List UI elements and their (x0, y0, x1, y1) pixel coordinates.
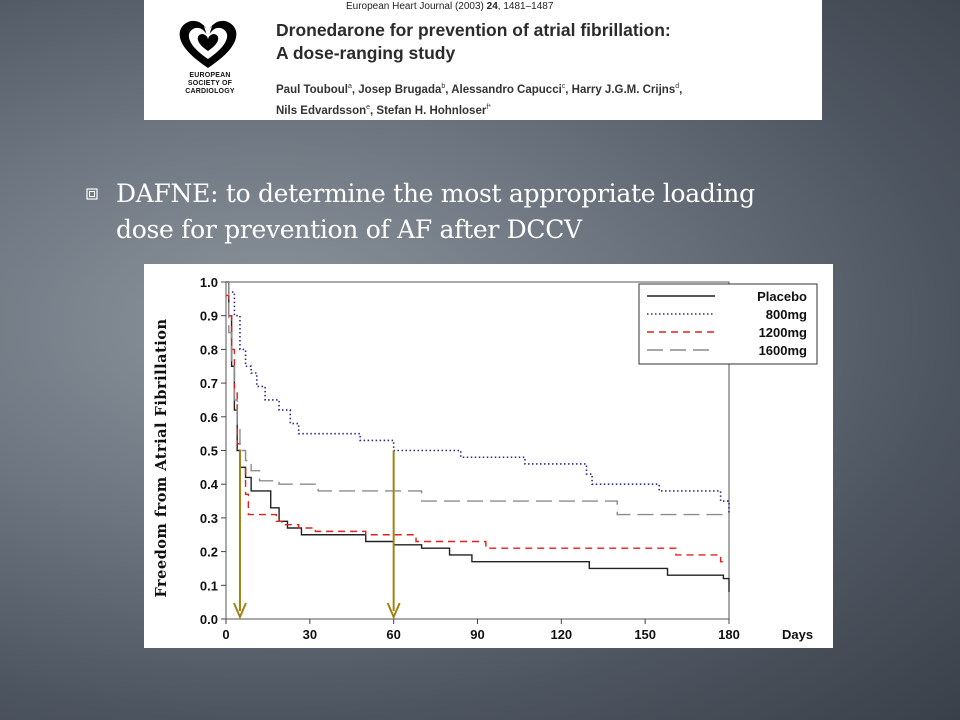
x-tick-label: 60 (386, 627, 400, 642)
author-line-1: Paul Touboula, Josep Brugadab, Alessandr… (276, 78, 816, 99)
chart-canvas: 0.0 0.1 0.2 0.3 0.4 0.5 0.6 0.7 0.8 0.9 1.0 0 30 60 90… (200, 275, 818, 642)
y-tick-label: 1.0 (200, 275, 218, 290)
square-bullet-icon (86, 188, 100, 202)
y-tick-label: 0.7 (200, 376, 218, 391)
author-affiliation-mark: e (366, 103, 371, 111)
x-tick-label: 90 (470, 627, 484, 642)
bullet-text-line1: DAFNE: to determine the most appropriate… (116, 179, 755, 208)
journal-pages: , 1481–1487 (497, 1, 554, 12)
x-tick-label: 120 (550, 627, 572, 642)
author-name: Nils Edvardsson (276, 104, 367, 117)
author-affiliation-mark: b (441, 83, 446, 90)
legend-label-1200mg: 1200mg (759, 325, 807, 340)
y-tick-label: 0.0 (200, 612, 218, 627)
y-tick-label: 0.3 (200, 511, 218, 526)
series-line-800mg (226, 281, 730, 515)
y-tick-label: 0.5 (200, 444, 218, 459)
y-tick-label: 0.1 (200, 578, 218, 593)
x-tick-label: 180 (718, 627, 740, 642)
paper-title-line2: A dose-ranging study (276, 43, 456, 63)
author-name: , Stefan H. Hohnloser (370, 104, 487, 117)
author-name: Paul Touboul (276, 83, 348, 96)
legend-label-placebo: Placebo (757, 289, 807, 304)
journal-name: European Heart Journal (2003) (346, 1, 484, 12)
y-axis-label: Freedom from Atrial Fibrillation (153, 318, 170, 598)
x-tick-label: 0 (222, 627, 229, 642)
arrow-head-icon (233, 602, 247, 620)
journal-volume: 24 (486, 1, 498, 12)
logo-text-line: SOCIETY OF (187, 80, 233, 87)
journal-citation: European Heart Journal (2003) 24, 1481–1… (346, 1, 553, 12)
legend-label-800mg: 800mg (766, 307, 807, 322)
y-tick-label: 0.2 (200, 545, 218, 560)
y-tick-label: 0.9 (200, 309, 218, 324)
paper-header-image: EUROPEAN SOCIETY OF CARDIOLOGY European … (144, 0, 822, 120)
author-name: , Alessandro Capucci (445, 83, 562, 96)
author-affiliation-mark: f* (486, 103, 491, 111)
author-line-2: Nils Edvardssone, Stefan H. Hohnloserf* (276, 99, 816, 120)
logo-text-line: CARDIOLOGY (185, 88, 235, 95)
esc-heart-logo-icon (179, 20, 237, 68)
y-tick-label: 0.8 (200, 342, 218, 357)
author-name: , Josep Brugada (351, 83, 442, 96)
bullet-text-line2: dose for prevention of AF after DCCV (116, 215, 582, 244)
x-tick-label: 150 (634, 627, 656, 642)
author-list: Paul Touboula, Josep Brugadab, Alessandr… (276, 78, 816, 120)
legend-label-1600mg: 1600mg (759, 343, 807, 358)
paper-title-line1: Dronedarone for prevention of atrial fib… (276, 20, 671, 40)
y-tick-label: 0.6 (200, 410, 218, 425)
author-affiliation-mark: a (347, 83, 352, 90)
logo-text-line: EUROPEAN (189, 72, 231, 79)
x-tick-label: 30 (303, 627, 317, 642)
arrow-head-icon (386, 602, 401, 620)
y-tick-label: 0.4 (200, 477, 219, 492)
series-line-placebo (226, 281, 730, 593)
bullet-point-text: DAFNE: to determine the most appropriate… (116, 176, 896, 248)
legend-box (638, 283, 818, 365)
paper-title: Dronedarone for prevention of atrial fib… (276, 19, 671, 65)
author-name: , Harry J.G.M. Crijns (565, 83, 676, 96)
author-affiliation-mark: c (561, 83, 566, 90)
kaplan-meier-chart: 0.0 0.1 0.2 0.3 0.4 0.5 0.6 0.7 0.8 0.9 1.0 0 30 60 90… (144, 264, 833, 648)
author-name: , (679, 83, 683, 96)
author-affiliation-mark: d (675, 83, 680, 90)
x-axis-label: Days (782, 627, 813, 642)
